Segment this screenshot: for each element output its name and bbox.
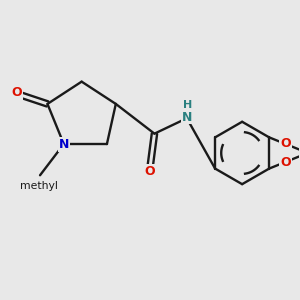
Text: O: O — [145, 165, 155, 178]
Text: H: H — [182, 100, 192, 110]
Text: N: N — [182, 111, 192, 124]
Text: O: O — [11, 85, 22, 98]
Text: N: N — [58, 138, 69, 151]
Text: O: O — [280, 155, 291, 169]
Text: O: O — [280, 137, 291, 150]
Text: methyl: methyl — [20, 181, 58, 190]
